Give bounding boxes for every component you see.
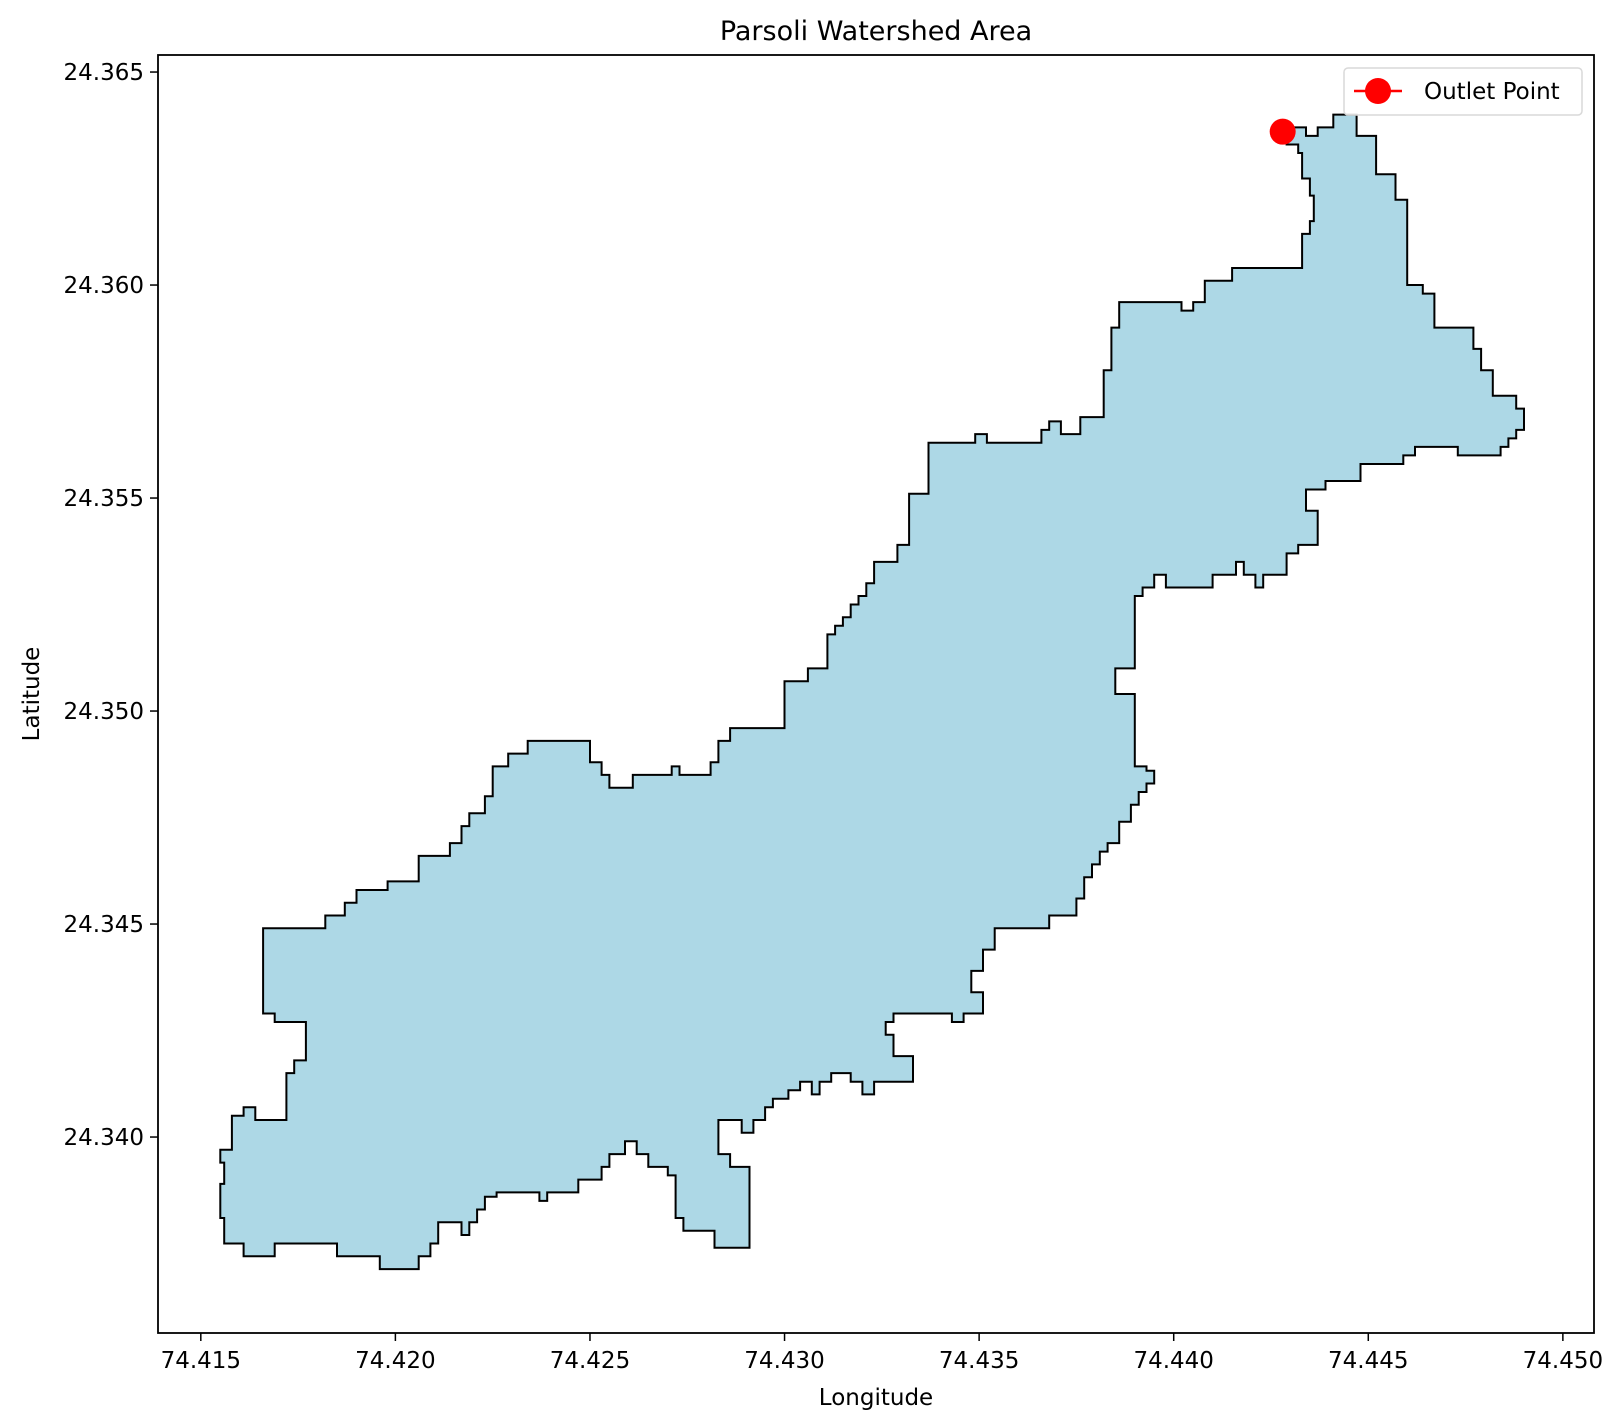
chart-title: Parsoli Watershed Area: [720, 16, 1032, 47]
watershed-polygon: [219, 113, 1525, 1271]
legend-box: [1343, 67, 1583, 116]
legend-marker: [1365, 78, 1391, 104]
x-axis-ticks: 74.415 74.420 74.425 74.430 74.435 74.440 74.4…: [161, 1333, 1603, 1374]
x-tick-label: 74.445: [1328, 1348, 1408, 1374]
x-tick-label: 74.435: [939, 1348, 1019, 1374]
x-tick-label: 74.425: [550, 1348, 630, 1374]
y-tick-label: 24.365: [64, 60, 144, 86]
y-tick-label: 24.350: [64, 699, 144, 725]
legend-label-outlet-point: Outlet Point: [1424, 79, 1560, 105]
x-tick-label: 74.430: [744, 1348, 824, 1374]
x-tick-label: 74.420: [355, 1348, 435, 1374]
x-tick-label: 74.415: [161, 1348, 241, 1374]
plot-area: [219, 113, 1525, 1271]
outlet-point-marker: [1269, 118, 1296, 145]
y-tick-label: 24.345: [64, 912, 144, 938]
x-axis-label: Longitude: [819, 1385, 933, 1411]
y-axis-ticks: 24.340 24.345 24.350 24.355 24.360 24.365: [64, 60, 158, 1151]
y-tick-label: 24.355: [64, 486, 144, 512]
y-tick-label: 24.360: [64, 273, 144, 299]
axes-frame: [157, 54, 1595, 1334]
x-tick-label: 74.450: [1523, 1348, 1603, 1374]
legend: Outlet Point: [1343, 67, 1583, 116]
y-axis-label: Latitude: [19, 647, 45, 742]
series-layer: [1269, 118, 1296, 145]
x-tick-label: 74.440: [1133, 1348, 1213, 1374]
y-tick-label: 24.340: [64, 1125, 144, 1151]
